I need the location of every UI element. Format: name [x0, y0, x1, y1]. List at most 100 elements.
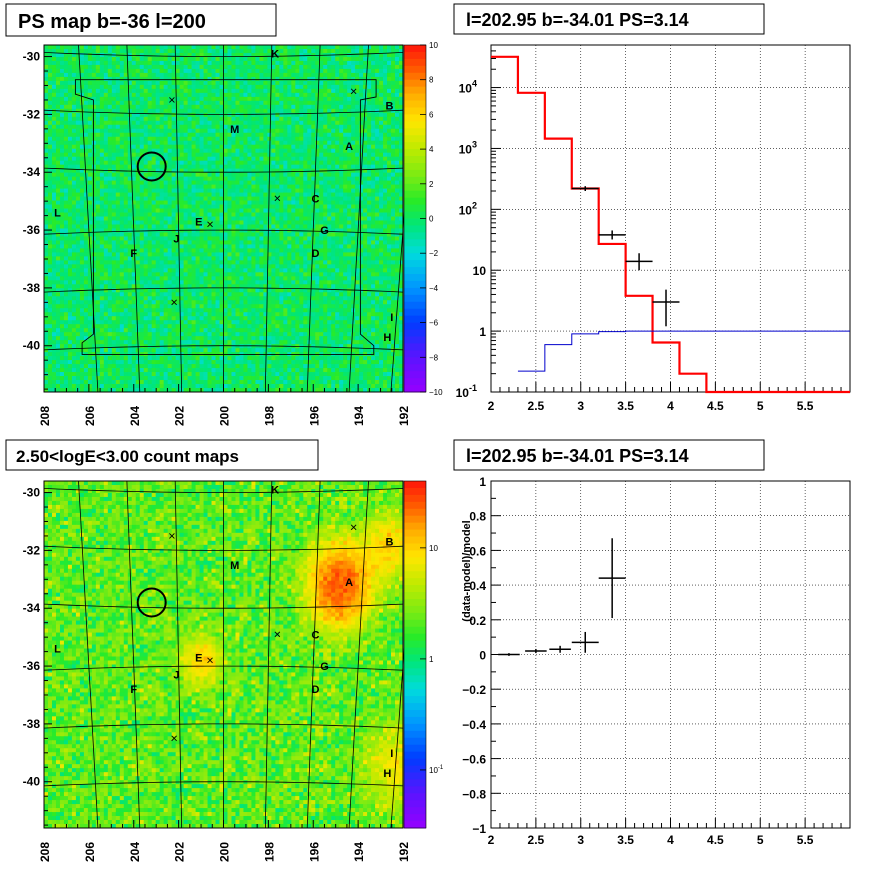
map-cell	[147, 92, 153, 98]
map-cell	[239, 224, 244, 229]
map-cell	[47, 45, 53, 50]
map-cell	[291, 188, 296, 193]
map-cell	[259, 104, 264, 110]
map-cell	[263, 180, 268, 185]
map-cell	[251, 56, 256, 62]
map-cell	[355, 148, 360, 154]
map-cell	[159, 48, 165, 54]
map-cell	[371, 196, 376, 201]
map-cell	[327, 100, 332, 106]
map-cell	[111, 92, 117, 98]
map-cell	[351, 248, 356, 253]
map-cell	[115, 108, 121, 114]
map-cell	[147, 164, 153, 170]
map-cell	[367, 60, 372, 66]
map-cell	[351, 96, 356, 102]
map-cell	[71, 240, 77, 245]
map-cell	[335, 220, 340, 225]
map-cell	[355, 104, 360, 110]
map-cell	[111, 196, 117, 201]
map-cell	[103, 252, 109, 257]
map-cell	[91, 220, 97, 225]
map-cell	[183, 144, 188, 150]
map-cell	[99, 236, 105, 241]
map-cell	[167, 240, 173, 245]
map-cell	[179, 200, 185, 205]
map-cell	[327, 192, 332, 197]
map-cell	[327, 204, 332, 209]
map-cell	[371, 212, 376, 217]
map-cell	[139, 120, 145, 126]
map-cell	[223, 100, 228, 106]
map-cell	[167, 112, 173, 118]
map-cell	[79, 124, 85, 130]
map-cell	[71, 72, 77, 78]
map-cell	[367, 108, 372, 114]
map-cell	[331, 256, 336, 261]
map-cell	[359, 84, 364, 90]
map-cell	[107, 112, 113, 118]
map-cell	[315, 164, 320, 170]
map-cell	[179, 144, 185, 150]
map-cell	[143, 192, 149, 197]
map-cell	[351, 160, 356, 166]
map-cell	[51, 196, 57, 201]
map-cell	[119, 248, 125, 253]
map-cell	[275, 236, 280, 241]
map-cell	[87, 256, 93, 261]
map-cell	[171, 172, 177, 178]
map-cell	[44, 112, 49, 118]
map-cell	[79, 180, 85, 185]
map-cell	[71, 156, 77, 162]
map-cell	[175, 48, 181, 54]
map-cell	[243, 112, 248, 118]
map-cell	[279, 220, 284, 225]
map-cell	[123, 144, 129, 150]
map-cell	[383, 68, 388, 74]
map-cell	[239, 172, 244, 178]
map-cell	[335, 164, 340, 170]
map-cell	[187, 228, 192, 233]
map-cell	[375, 80, 380, 86]
map-cell	[175, 104, 181, 110]
map-cell	[203, 252, 208, 257]
map-cell	[119, 196, 125, 201]
map-cell	[91, 104, 97, 110]
map-cell	[71, 164, 77, 170]
map-cell	[111, 176, 117, 182]
map-cell	[131, 124, 137, 130]
map-cell	[307, 52, 312, 58]
map-cell	[235, 136, 240, 142]
map-cell	[383, 184, 388, 189]
map-cell	[219, 124, 224, 130]
map-cell	[295, 108, 300, 114]
map-cell	[219, 52, 224, 58]
map-cell	[259, 244, 264, 249]
map-cell	[295, 224, 300, 229]
map-cell	[291, 96, 296, 102]
map-cell	[379, 144, 384, 150]
map-cell	[87, 208, 93, 213]
map-cell	[247, 92, 252, 98]
map-cell	[75, 216, 81, 221]
map-cell	[267, 72, 272, 78]
map-cell	[315, 184, 320, 189]
map-cell	[71, 196, 77, 201]
map-cell	[279, 148, 284, 154]
map-cell	[151, 132, 157, 138]
map-cell	[347, 100, 352, 106]
map-cell	[51, 128, 57, 134]
map-cell	[275, 124, 280, 130]
map-cell	[299, 224, 304, 229]
map-cell	[311, 256, 316, 261]
map-cell	[175, 140, 181, 146]
map-cell	[379, 72, 384, 78]
map-cell	[335, 104, 340, 110]
map-cell	[275, 148, 280, 154]
map-cell	[219, 200, 224, 205]
map-cell	[227, 104, 232, 110]
map-cell	[287, 144, 292, 150]
map-cell	[339, 148, 344, 154]
map-cell	[71, 224, 77, 229]
map-cell	[191, 216, 196, 221]
